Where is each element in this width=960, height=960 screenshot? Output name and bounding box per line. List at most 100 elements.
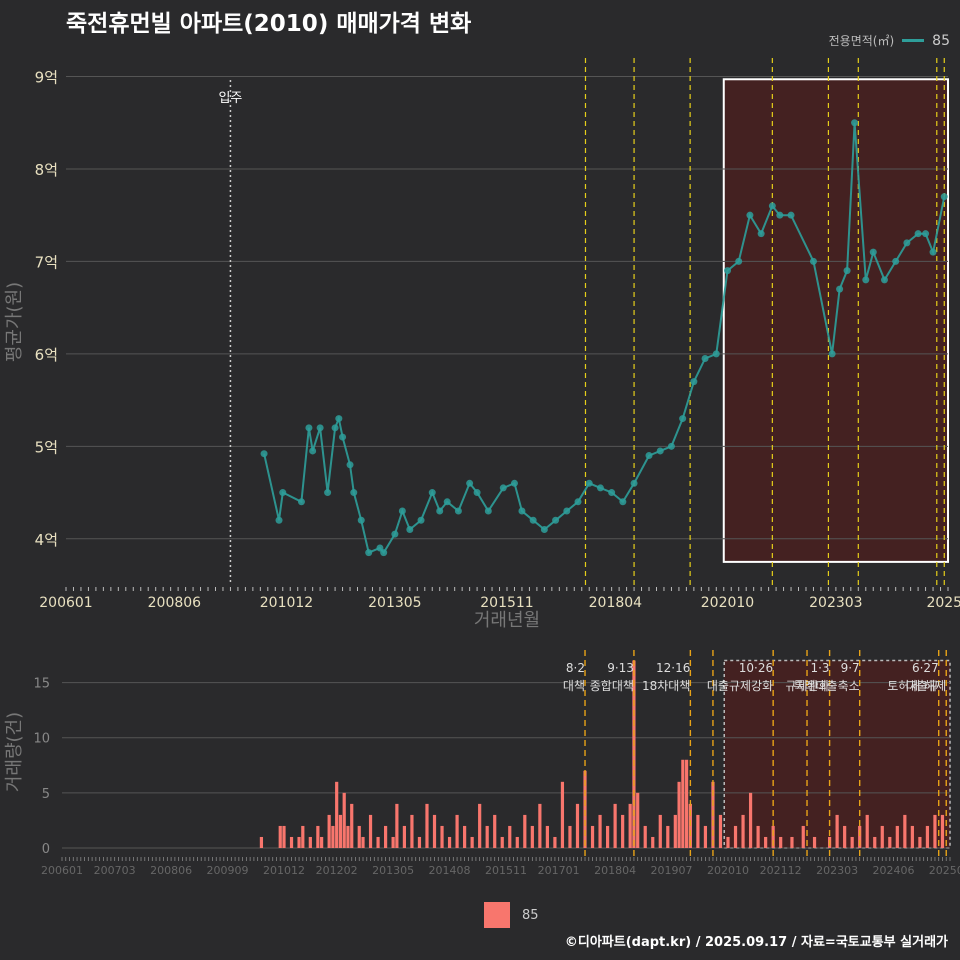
volume-bar	[903, 814, 907, 848]
volume-bar	[361, 836, 365, 848]
price-y-axis-label: 평균가(원)	[4, 282, 25, 362]
volume-bar	[346, 825, 350, 848]
price-point	[746, 211, 754, 219]
price-point	[757, 230, 765, 238]
price-point	[862, 276, 870, 284]
price-point	[484, 507, 492, 515]
price-point	[428, 489, 436, 497]
price-y-tick-label: 7억	[35, 253, 58, 271]
price-point	[324, 489, 332, 497]
volume-y-tick-label: 5	[42, 787, 50, 802]
price-point	[350, 489, 358, 497]
price-x-tick-label: 201804	[589, 595, 643, 611]
price-x-tick-label: 2025	[926, 595, 960, 611]
volume-bar	[673, 814, 677, 848]
volume-bar	[523, 814, 527, 848]
policy-date-label: 6·27	[912, 661, 939, 675]
volume-bar	[508, 825, 512, 848]
volume-bar	[455, 814, 459, 848]
price-point	[466, 479, 474, 487]
price-point	[391, 530, 399, 538]
volume-x-tick-label: 200601	[41, 864, 83, 877]
price-point	[843, 267, 851, 275]
volume-bar	[790, 836, 794, 848]
volume-bar	[771, 825, 775, 848]
price-point	[922, 230, 930, 238]
volume-bar	[545, 825, 549, 848]
volume-bar	[741, 814, 745, 848]
price-point	[940, 193, 948, 201]
price-point	[690, 378, 698, 386]
price-point	[828, 350, 836, 358]
volume-bar	[395, 803, 399, 848]
volume-bar	[726, 836, 730, 848]
price-point	[365, 549, 373, 557]
volume-bar	[801, 825, 805, 848]
volume-x-tick-label: 201012	[263, 864, 305, 877]
volume-bar	[493, 814, 497, 848]
volume-bar	[643, 825, 647, 848]
price-point	[279, 489, 287, 497]
price-point	[914, 230, 922, 238]
volume-x-tick-label: 201907	[651, 864, 693, 877]
legend-series-label: 85	[932, 32, 950, 49]
volume-x-tick-label: 201701	[538, 864, 580, 877]
legend-bottom: 85	[484, 902, 539, 928]
policy-name-label: 특례대출축소	[793, 679, 859, 693]
volume-x-tick-label: 201511	[485, 864, 527, 877]
volume-x-tick-label: 202406	[873, 864, 915, 877]
volume-bar	[621, 814, 625, 848]
policy-name-label: 종합대책	[590, 678, 634, 693]
price-point	[596, 484, 604, 492]
price-y-tick-label: 5억	[35, 438, 58, 456]
policy-name-label: 토허제 해제	[887, 679, 946, 693]
volume-bar	[289, 836, 294, 848]
volume-bar	[685, 759, 689, 848]
volume-bar	[368, 814, 373, 848]
price-point	[880, 276, 888, 284]
price-point	[529, 516, 537, 524]
price-point	[297, 498, 305, 506]
volume-bar	[327, 814, 331, 848]
price-point	[346, 461, 354, 469]
volume-bar	[605, 825, 610, 848]
volume-bar	[873, 836, 877, 848]
volume-bar	[560, 781, 565, 848]
price-point	[851, 119, 859, 127]
volume-bar	[865, 814, 869, 848]
volume-bar	[485, 825, 489, 848]
volume-bar	[779, 836, 783, 848]
price-point	[776, 211, 784, 219]
volume-bar	[463, 825, 467, 848]
volume-bar	[590, 825, 595, 848]
price-point	[443, 498, 451, 506]
volume-bar	[764, 836, 768, 848]
volume-bar	[447, 836, 452, 848]
volume-x-tick-label: 20250	[929, 864, 960, 877]
volume-bar	[756, 825, 760, 848]
volume-bar	[320, 836, 324, 848]
legend-title: 전용면적(㎡)	[828, 34, 895, 48]
price-point	[892, 257, 900, 265]
price-point	[679, 415, 687, 423]
volume-bar	[681, 759, 685, 848]
volume-bar	[918, 836, 922, 848]
volume-x-tick-label: 202010	[707, 864, 749, 877]
price-point	[787, 211, 795, 219]
price-x-axis-label: 거래년월	[474, 610, 540, 631]
volume-y-tick-label: 10	[33, 732, 50, 747]
price-point	[417, 516, 425, 524]
price-x-tick-label: 201511	[480, 595, 533, 611]
price-point	[869, 248, 877, 256]
price-x-tick-label: 202303	[809, 595, 862, 611]
policy-date-label: 9·7	[841, 661, 860, 675]
volume-bar	[858, 825, 862, 848]
policy-name-label: 18차대책	[642, 678, 690, 693]
policy-date-label: 9·13	[607, 661, 634, 675]
volume-bar	[748, 792, 753, 848]
volume-bar	[391, 836, 395, 848]
policy-date-label: 1·3	[810, 661, 829, 675]
price-point	[563, 507, 571, 515]
volume-x-tick-label: 201202	[316, 864, 358, 877]
price-point	[275, 516, 283, 524]
